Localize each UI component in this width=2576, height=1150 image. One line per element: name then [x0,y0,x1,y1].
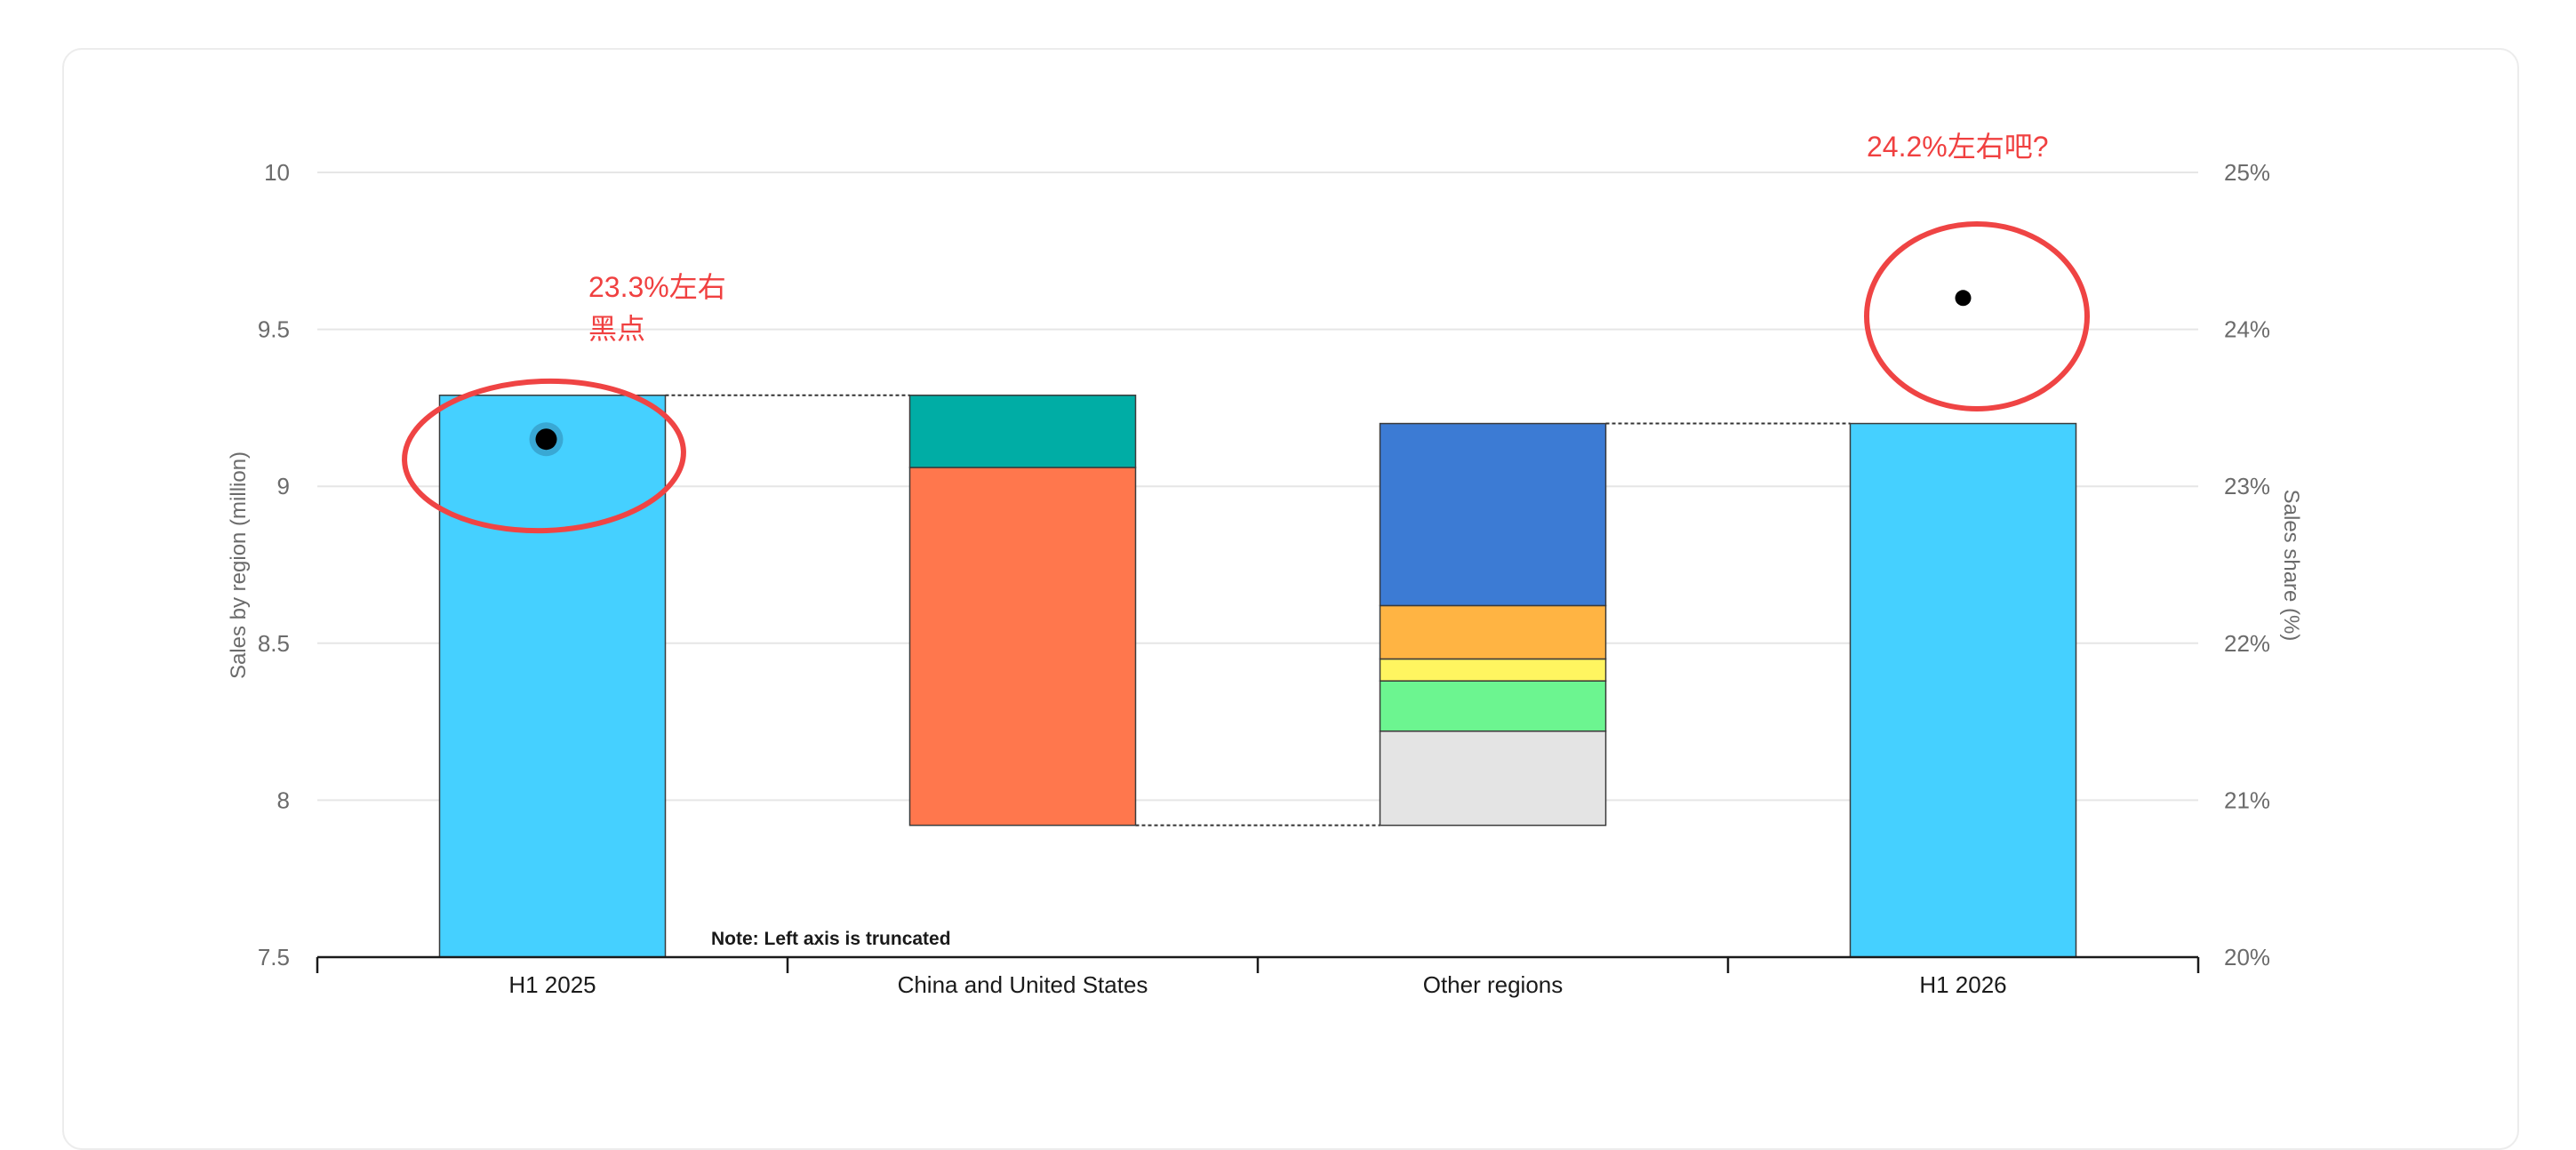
left-tick-label: 10 [264,159,290,186]
bar-segment [438,395,667,958]
right-tick-label: 25% [2224,159,2270,186]
annotation-ellipse [1864,221,2090,411]
left-tick-label: 9 [277,473,290,499]
right-tick-label: 21% [2224,787,2270,813]
bar-segment [1379,604,1607,660]
share-point [1955,290,1972,307]
bar-segment [1379,422,1607,607]
axis-note: Note: Left axis is truncated [711,929,951,949]
left-tick-label: 8.5 [258,630,290,657]
left-tick-label: 9.5 [258,316,290,343]
x-tick-label: H1 2025 [508,971,596,998]
x-tick-label: Other regions [1423,971,1564,998]
bar-segment [1849,422,2077,958]
right-tick-label: 20% [2224,944,2270,970]
bar-segment [1379,730,1607,827]
right-tick-label: 24% [2224,316,2270,343]
annotation-ellipse [402,378,686,534]
bar-segment [1379,680,1607,732]
left-tick-label: 8 [277,787,290,813]
right-axis-title: Sales share (%) [2279,490,2303,642]
annotation-text: 黑点 [588,313,645,345]
waterfall-chart: 7.5 20% 8 21% 8.5 22% 9 23% 9.5 24% 10 25% Sales by … [227,131,2303,998]
annotation-text: 24.2%左右吧? [1867,131,2049,163]
left-tick-label: 7.5 [258,944,290,970]
bar-segment [1379,658,1607,682]
bar-segment [908,467,1137,827]
x-tick-label: China and United States [898,971,1148,998]
share-point [535,428,557,451]
right-tick-label: 22% [2224,630,2270,657]
right-tick-label: 23% [2224,473,2270,499]
bar-segment [908,395,1137,468]
x-tick-label: H1 2026 [1919,971,2006,998]
annotation-text: 23.3%左右 [588,271,726,303]
left-axis-title: Sales by region (million) [227,451,251,679]
